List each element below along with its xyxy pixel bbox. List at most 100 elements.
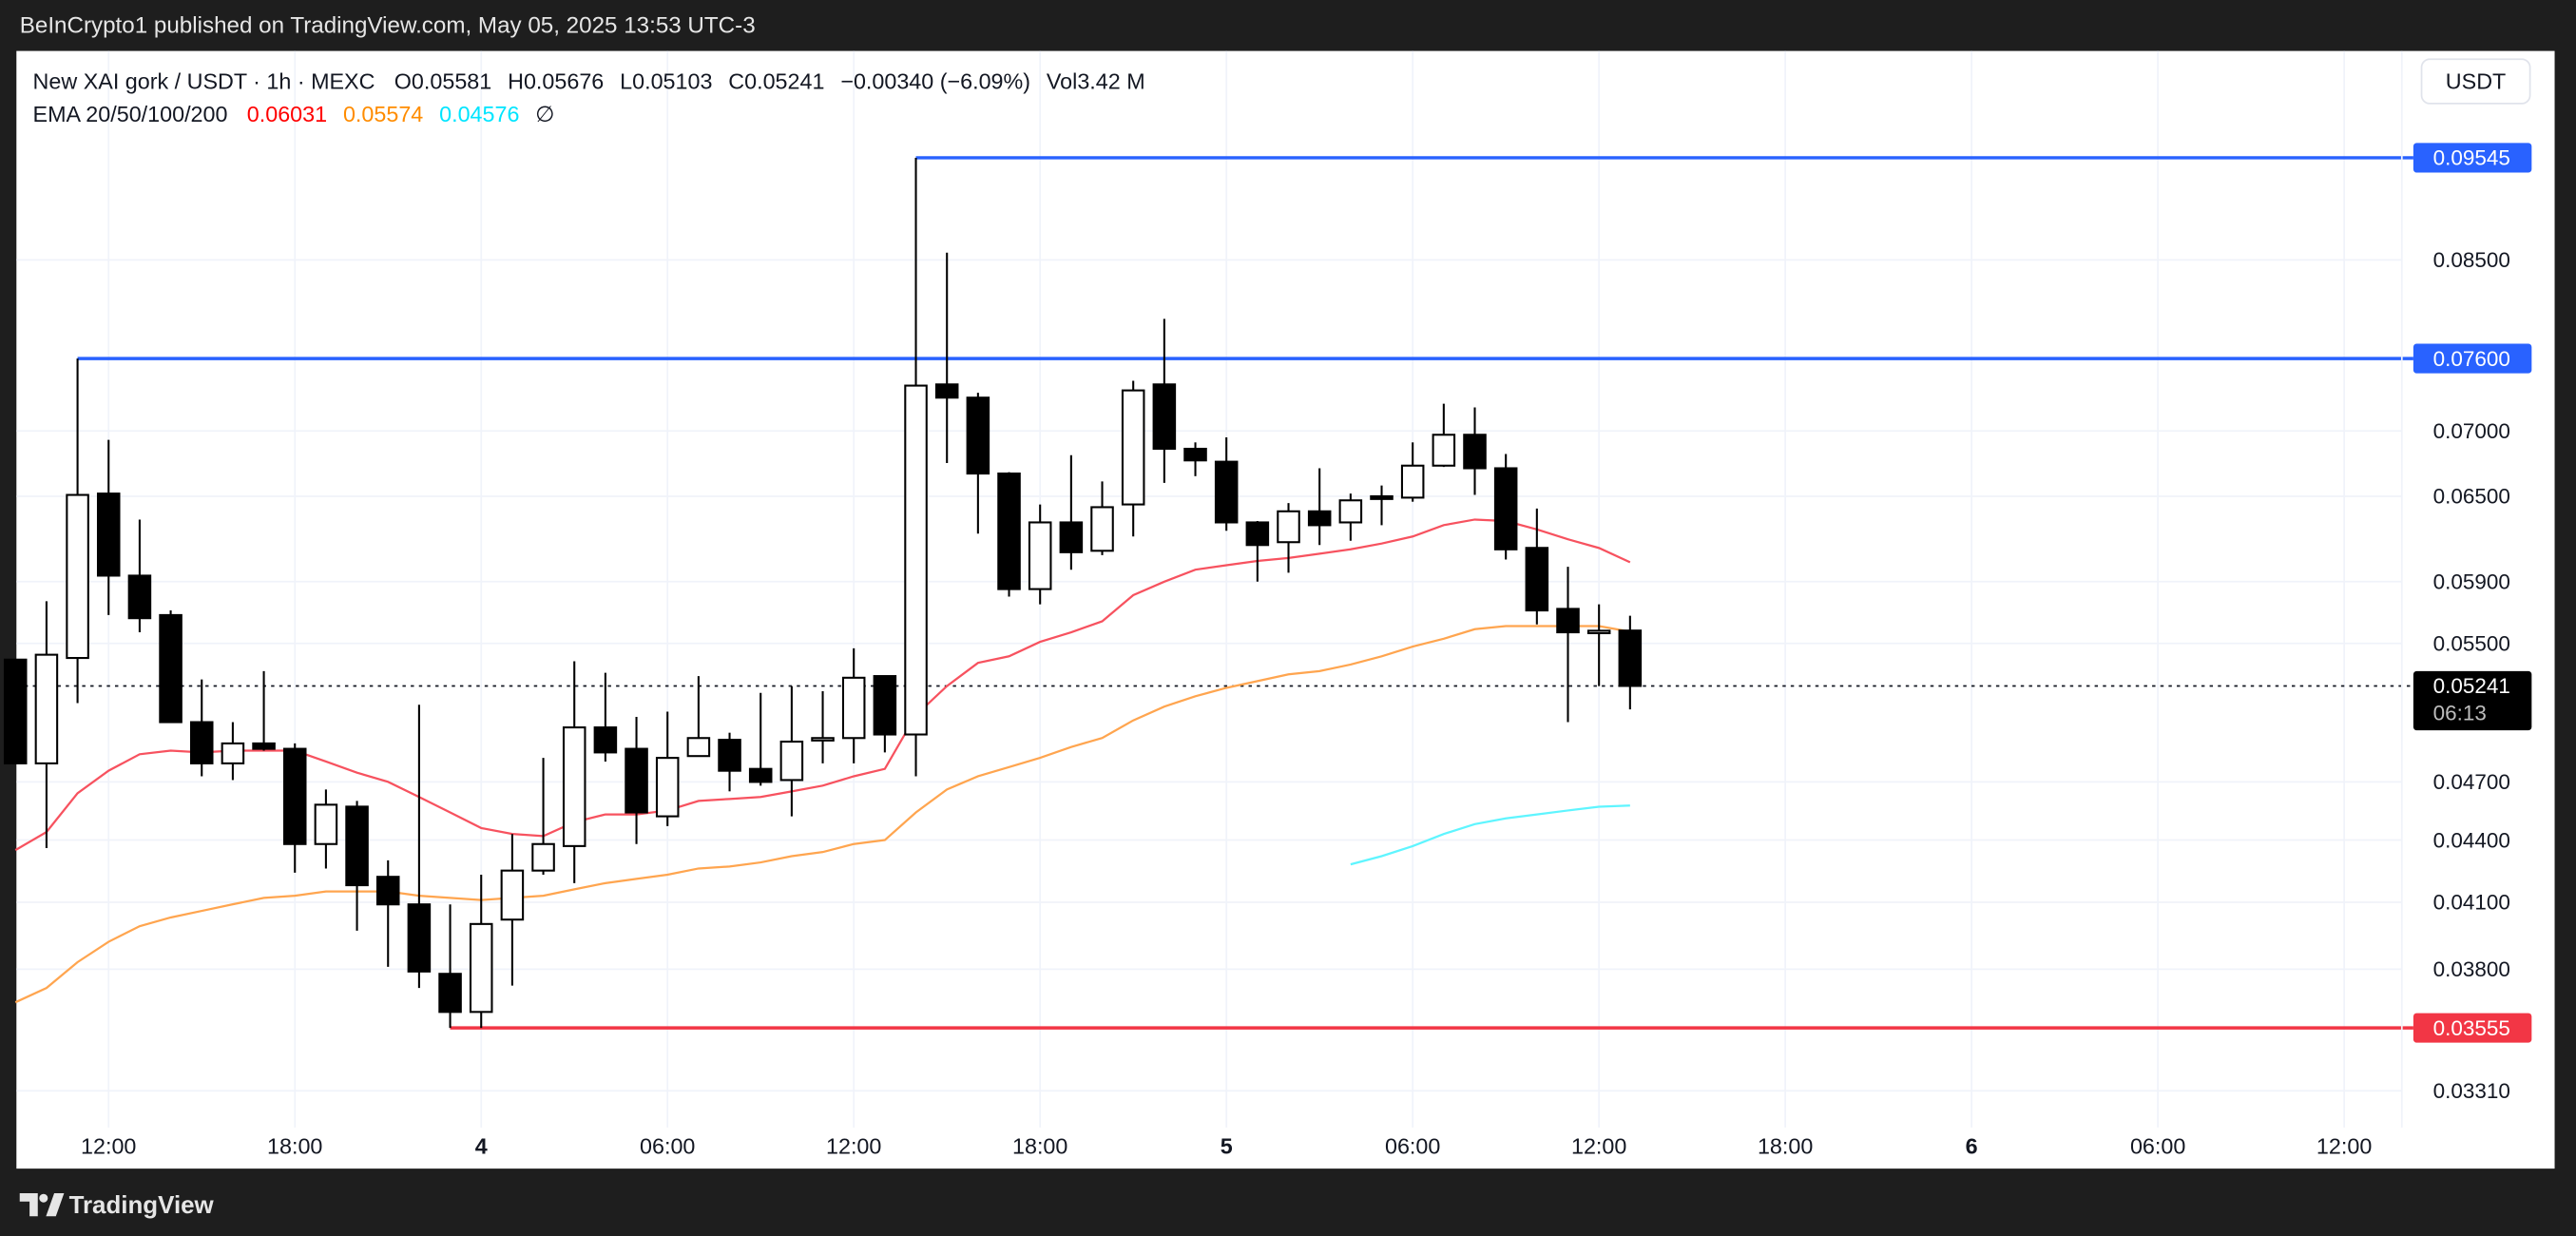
level-price-tags: 0.09545 0.07600 0.03555	[2413, 143, 2532, 1043]
level-price-box	[2413, 343, 2532, 374]
level-price-label: 0.07600	[2433, 347, 2510, 371]
candle-bullish[interactable]	[1400, 442, 1425, 502]
candle-bearish[interactable]	[407, 705, 432, 989]
candle-body	[345, 805, 369, 887]
level-price-box	[2413, 143, 2532, 173]
candle-bearish[interactable]	[1463, 407, 1487, 495]
footer: TradingView	[19, 1192, 215, 1219]
candle-bullish[interactable]	[1028, 504, 1052, 605]
price-axis[interactable]: 0.08500 0.07000 0.06500 0.05900 0.05500 0.047…	[2433, 248, 2510, 1103]
candle-bearish[interactable]	[1152, 319, 1177, 483]
candle-body	[159, 613, 183, 724]
candle-body	[593, 726, 618, 754]
candle-bullish[interactable]	[500, 834, 525, 986]
candle-bearish[interactable]	[127, 519, 152, 633]
candle-bullish[interactable]	[655, 711, 680, 826]
candle-body	[1493, 467, 1518, 550]
candle-bullish[interactable]	[841, 647, 866, 763]
candle-bullish[interactable]	[779, 686, 804, 817]
candle-bearish[interactable]	[593, 672, 618, 762]
candle-body	[127, 574, 152, 620]
candle-bullish[interactable]	[469, 875, 493, 1029]
candle-body	[314, 803, 338, 845]
candle-bearish[interactable]	[1556, 567, 1580, 723]
currency-button-label[interactable]: USDT	[2446, 68, 2507, 93]
level-price-label: 0.03555	[2433, 1016, 2510, 1040]
candle-body	[748, 767, 773, 783]
candle-bearish[interactable]	[1245, 520, 1270, 582]
candle-body	[3, 658, 28, 764]
price-tick-label: 0.04100	[2433, 891, 2510, 915]
candle-bearish[interactable]	[1214, 436, 1239, 531]
candle-bullish[interactable]	[1121, 380, 1145, 537]
candle-bearish[interactable]	[1307, 468, 1332, 546]
time-axis-day-label: 6	[1966, 1134, 1978, 1159]
candle-body	[904, 384, 928, 736]
candle-body	[282, 747, 307, 845]
candle-bearish[interactable]	[3, 658, 28, 764]
candle-bearish[interactable]	[189, 679, 214, 777]
candles[interactable]	[3, 157, 1643, 1029]
ema200-na-icon: ∅	[535, 102, 554, 126]
candle-bullish[interactable]	[1586, 604, 1611, 686]
candle-bearish[interactable]	[966, 393, 990, 534]
level-price-label: 0.09545	[2433, 146, 2510, 170]
tradingview-brand[interactable]: TradingView	[69, 1192, 215, 1219]
currency-button[interactable]: USDT	[2420, 58, 2531, 105]
time-axis-label: 18:00	[1758, 1134, 1813, 1159]
candle-bullish[interactable]	[1277, 503, 1300, 573]
published-caption: BeInCrypto1 published on TradingView.com…	[20, 13, 756, 39]
time-axis[interactable]: 12:00 18:00 4 06:00 12:00 18:00 5 06:00 12:00 18:…	[81, 1134, 2372, 1159]
price-tick-label: 0.03800	[2433, 957, 2510, 981]
candle-bullish[interactable]	[34, 601, 59, 848]
candle-bullish[interactable]	[531, 758, 555, 876]
candle-bullish[interactable]	[811, 690, 835, 763]
ema-indicator-label[interactable]: EMA 20/50/100/200	[33, 102, 228, 126]
candle-bullish[interactable]	[1090, 481, 1114, 555]
candle-bearish[interactable]	[282, 743, 307, 873]
candle-bullish[interactable]	[686, 676, 711, 758]
candle-bullish[interactable]	[1338, 493, 1363, 541]
legend: New XAI gork / USDT · 1h · MEXC O0.05581…	[33, 68, 1145, 126]
candle-bullish[interactable]	[66, 358, 89, 704]
candle-countdown: 06:13	[2433, 702, 2487, 725]
candle-body	[1432, 434, 1456, 467]
symbol-title[interactable]: New XAI gork / USDT · 1h · MEXC	[33, 68, 375, 93]
candle-bearish[interactable]	[438, 904, 462, 1029]
candle-bearish[interactable]	[159, 610, 183, 724]
candle-bearish[interactable]	[1525, 508, 1549, 625]
candle-bullish[interactable]	[904, 157, 928, 777]
ema100-value: 0.04576	[439, 102, 519, 126]
candle-bearish[interactable]	[718, 732, 741, 792]
candle-body	[779, 740, 804, 782]
price-tick-label: 0.05900	[2433, 570, 2510, 593]
currency-button-box[interactable]	[2420, 58, 2531, 105]
candle-bearish[interactable]	[1370, 485, 1394, 526]
candle-bearish[interactable]	[1618, 615, 1643, 710]
candle-bearish[interactable]	[1183, 442, 1207, 476]
candle-bearish[interactable]	[375, 859, 400, 967]
candle-bullish[interactable]	[314, 789, 338, 869]
candle-body	[997, 473, 1021, 590]
candle-bearish[interactable]	[252, 670, 276, 751]
candle-body	[469, 922, 493, 1014]
candle-bullish[interactable]	[1432, 403, 1456, 468]
candle-body	[1183, 447, 1207, 462]
candle-bearish[interactable]	[997, 472, 1021, 597]
time-axis-label: 06:00	[2130, 1134, 2185, 1159]
candle-bearish[interactable]	[96, 439, 121, 615]
candle-bearish[interactable]	[1059, 454, 1084, 570]
candle-bullish[interactable]	[221, 722, 245, 781]
candle-bearish[interactable]	[625, 717, 648, 844]
candle-bearish[interactable]	[748, 692, 773, 786]
candle-bullish[interactable]	[562, 661, 586, 883]
time-axis-label: 06:00	[1385, 1134, 1440, 1159]
candle-body	[1400, 464, 1425, 499]
candle-body	[655, 757, 680, 818]
candle-bearish[interactable]	[345, 801, 369, 931]
candle-bearish[interactable]	[1493, 454, 1518, 560]
candle-bearish[interactable]	[873, 675, 897, 753]
candle-bearish[interactable]	[934, 252, 959, 463]
close-value: C0.05241	[728, 68, 824, 93]
candle-body	[1090, 506, 1114, 552]
